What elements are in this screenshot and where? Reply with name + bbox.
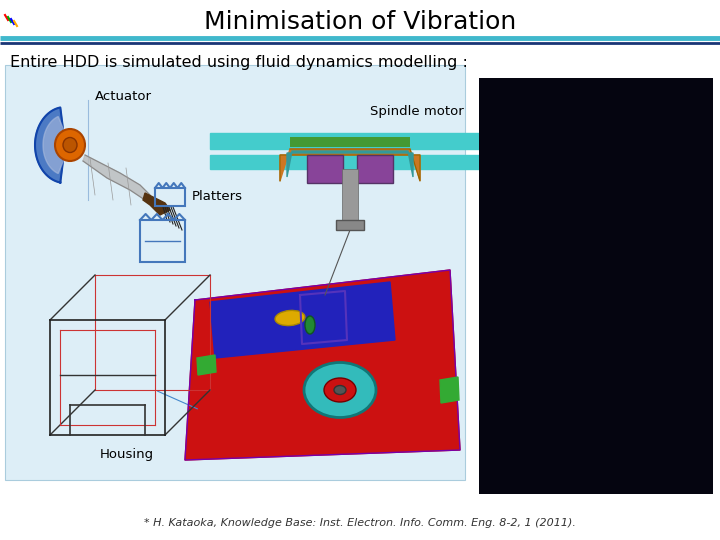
Bar [307,155,343,183]
Polygon shape [489,84,720,366]
Wedge shape [618,211,636,279]
Text: Minimisation of Vibration: Minimisation of Vibration [204,10,516,34]
Polygon shape [526,340,608,395]
Polygon shape [567,193,629,267]
Ellipse shape [334,386,346,395]
Polygon shape [692,173,701,185]
Bar [336,220,364,230]
Wedge shape [622,208,640,285]
Polygon shape [210,133,490,149]
Polygon shape [531,141,673,314]
Polygon shape [692,300,701,312]
Bar [290,137,410,147]
Polygon shape [479,340,713,494]
Bar [155,188,185,206]
Ellipse shape [304,362,376,417]
Wedge shape [616,213,631,274]
Ellipse shape [305,316,315,334]
Wedge shape [634,199,659,307]
Polygon shape [692,313,701,324]
Text: Actuator: Actuator [95,90,152,103]
Polygon shape [692,148,701,160]
Text: 2: 2 [693,120,701,133]
Polygon shape [83,155,150,200]
Polygon shape [551,170,649,288]
Polygon shape [197,355,216,375]
Polygon shape [497,95,713,356]
Polygon shape [35,107,65,183]
Text: Housing: Housing [100,448,154,461]
Polygon shape [585,217,609,246]
Text: Platters: Platters [192,191,243,204]
Polygon shape [692,338,701,349]
Polygon shape [692,249,701,261]
Polygon shape [440,377,459,403]
Polygon shape [692,160,701,172]
Polygon shape [692,274,701,286]
Ellipse shape [63,138,77,152]
Polygon shape [692,186,701,198]
Polygon shape [692,325,701,337]
Polygon shape [692,224,701,235]
Polygon shape [590,224,603,239]
Polygon shape [503,104,705,347]
Wedge shape [625,206,645,290]
Bar [357,155,393,183]
Polygon shape [692,199,701,210]
Polygon shape [561,360,631,368]
Polygon shape [185,270,460,460]
Polygon shape [517,123,689,330]
Bar [140,220,185,262]
Polygon shape [692,237,701,248]
Wedge shape [636,196,664,312]
Wedge shape [631,201,654,301]
Polygon shape [210,155,490,169]
Text: Entire HDD is simulated using fluid dynamics modelling :: Entire HDD is simulated using fluid dyna… [10,55,468,70]
Polygon shape [573,201,623,260]
Polygon shape [523,132,681,322]
Polygon shape [692,287,701,299]
Polygon shape [210,282,395,358]
Polygon shape [544,160,657,297]
Ellipse shape [55,129,85,161]
Polygon shape [692,135,701,147]
Wedge shape [628,204,649,296]
Text: Spindle motor: Spindle motor [370,105,464,118]
Polygon shape [579,208,616,253]
Polygon shape [143,193,170,215]
Ellipse shape [324,378,356,402]
Polygon shape [287,151,413,177]
Polygon shape [280,149,420,181]
Polygon shape [557,178,642,281]
Polygon shape [692,211,701,223]
Polygon shape [692,262,701,274]
Bar [5,65,465,480]
Polygon shape [613,340,696,422]
Polygon shape [510,114,697,339]
Ellipse shape [275,310,305,326]
Polygon shape [43,117,70,173]
Polygon shape [562,185,636,274]
Bar [342,169,358,224]
Text: * H. Kataoka, Knowledge Base: Inst. Electron. Info. Comm. Eng. 8-2, 1 (2011).: * H. Kataoka, Knowledge Base: Inst. Elec… [144,518,576,528]
Ellipse shape [567,195,625,269]
Polygon shape [537,151,665,305]
Polygon shape [537,335,654,344]
